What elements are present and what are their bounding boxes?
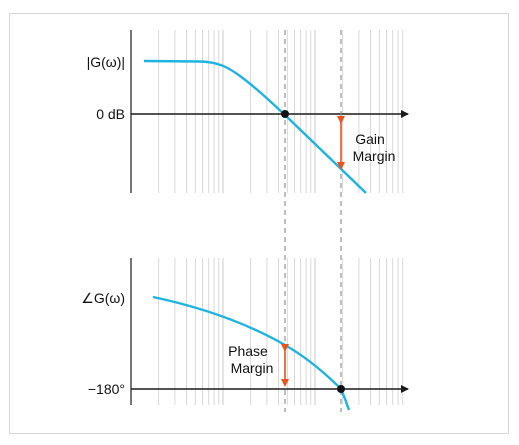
phase-curve — [152, 295, 351, 411]
magnitude-y-label: |G(ω)| — [87, 54, 125, 70]
gain-crossover-point — [281, 110, 289, 118]
magnitude-curve — [143, 59, 367, 194]
phase-margin-label-line2: Margin — [231, 360, 274, 376]
figure-frame — [9, 13, 509, 434]
phase-y-label: ∠G(ω) — [81, 290, 125, 306]
phase-margin-label-line1: Phase — [228, 343, 268, 359]
gain-margin-label-line2: Margin — [353, 148, 396, 164]
minus-180-label: −180° — [88, 381, 125, 397]
phase-grid — [158, 258, 404, 405]
zero-db-label: 0 dB — [96, 106, 125, 122]
gain-margin-label-line1: Gain — [355, 131, 385, 147]
phase-crossover-point — [337, 385, 345, 393]
